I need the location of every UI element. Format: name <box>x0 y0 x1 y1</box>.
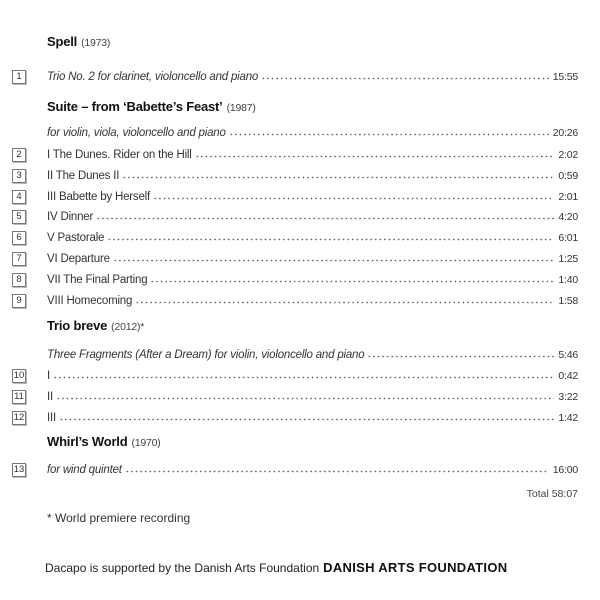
footnote: * World premiere recording <box>47 511 191 525</box>
leader-dots <box>150 280 555 283</box>
track-duration: 20:26 <box>552 127 578 139</box>
track-row: III 1:42 <box>47 408 578 424</box>
track-duration: 2:02 <box>558 149 578 161</box>
leader-dots <box>153 197 555 200</box>
work-title: Suite – from ‘Babette’s Feast’ (1987) <box>47 99 256 114</box>
leader-dots <box>56 397 555 400</box>
track-title: III <box>47 412 56 424</box>
track-duration: 6:01 <box>558 232 578 244</box>
leader-dots <box>194 155 555 158</box>
track-title: for wind quintet <box>47 464 122 476</box>
track-number: 6 <box>12 231 26 245</box>
leader-dots <box>135 301 555 304</box>
track-title: I <box>47 370 50 382</box>
track-title: VI Departure <box>47 253 110 265</box>
track-number: 7 <box>12 252 26 266</box>
track-duration: 1:40 <box>558 274 578 286</box>
track-duration: 15:55 <box>552 71 578 83</box>
track-duration: 4:20 <box>558 211 578 223</box>
track-row: for violin, viola, violoncello and piano… <box>47 123 578 139</box>
track-title: II The Dunes II <box>47 170 120 182</box>
work-title: Trio breve (2012)* <box>47 318 144 333</box>
track-row: IV Dinner 4:20 <box>47 207 578 223</box>
leader-dots <box>367 355 555 358</box>
footer-text: Dacapo is supported by the Danish Arts F… <box>45 561 320 575</box>
track-row: II 3:22 <box>47 387 578 403</box>
work-title-text: Suite – from ‘Babette’s Feast’ <box>47 99 223 114</box>
track-number: 5 <box>12 210 26 224</box>
track-row: I 0:42 <box>47 366 578 382</box>
track-number: 10 <box>12 369 26 383</box>
footer: Dacapo is supported by the Danish Arts F… <box>45 560 507 575</box>
track-number: 1 <box>12 70 26 84</box>
track-title: I The Dunes. Rider on the Hill <box>47 149 192 161</box>
total-duration: Total 58:07 <box>526 488 578 500</box>
leader-dots <box>228 133 549 136</box>
work-year: (1987) <box>226 102 256 114</box>
track-number: 4 <box>12 190 26 204</box>
track-title: Three Fragments (After a Dream) for viol… <box>47 349 365 361</box>
track-title: VII The Final Parting <box>47 274 148 286</box>
track-duration: 0:42 <box>558 370 578 382</box>
leader-dots <box>261 77 549 80</box>
leader-dots <box>59 418 555 421</box>
track-number: 13 <box>12 463 26 477</box>
track-row: Trio No. 2 for clarinet, violoncello and… <box>47 67 578 83</box>
track-number: 9 <box>12 294 26 308</box>
track-row: I The Dunes. Rider on the Hill 2:02 <box>47 145 578 161</box>
track-duration: 16:00 <box>552 464 578 476</box>
danish-arts-foundation-logo: DANISH ARTS FOUNDATION <box>323 560 508 575</box>
track-duration: 1:42 <box>558 412 578 424</box>
track-number: 12 <box>12 411 26 425</box>
work-title-text: Spell <box>47 34 78 49</box>
track-title: VIII Homecoming <box>47 295 133 307</box>
work-year: (2012)* <box>111 321 145 333</box>
track-row: II The Dunes II 0:59 <box>47 166 578 182</box>
track-duration: 1:58 <box>558 295 578 307</box>
leader-dots <box>112 259 555 262</box>
work-title-text: Whirl’s World <box>47 434 128 449</box>
track-duration: 0:59 <box>558 170 578 182</box>
track-title: V Pastorale <box>47 232 105 244</box>
track-duration: 3:22 <box>558 391 578 403</box>
track-row: III Babette by Herself 2:01 <box>47 187 578 203</box>
track-row: VI Departure 1:25 <box>47 249 578 265</box>
track-title: for violin, viola, violoncello and piano <box>47 127 226 139</box>
track-number: 11 <box>12 390 26 404</box>
track-row: V Pastorale 6:01 <box>47 228 578 244</box>
track-duration: 1:25 <box>558 253 578 265</box>
track-title: III Babette by Herself <box>47 191 150 203</box>
track-title: IV Dinner <box>47 211 94 223</box>
work-title: Spell (1973) <box>47 34 110 49</box>
track-row: VIII Homecoming 1:58 <box>47 291 578 307</box>
leader-dots <box>96 217 555 220</box>
track-title: II <box>47 391 53 403</box>
leader-dots <box>107 238 555 241</box>
leader-dots <box>122 176 555 179</box>
work-year: (1973) <box>81 37 111 49</box>
work-title-text: Trio breve <box>47 318 108 333</box>
track-row: VII The Final Parting 1:40 <box>47 270 578 286</box>
work-title: Whirl’s World (1970) <box>47 434 161 449</box>
track-number: 2 <box>12 148 26 162</box>
track-duration: 2:01 <box>558 191 578 203</box>
track-number: 3 <box>12 169 26 183</box>
track-row: Three Fragments (After a Dream) for viol… <box>47 345 578 361</box>
track-title: Trio No. 2 for clarinet, violoncello and… <box>47 71 259 83</box>
work-year: (1970) <box>131 437 161 449</box>
track-number: 8 <box>12 273 26 287</box>
leader-dots <box>124 470 549 473</box>
track-duration: 5:46 <box>558 349 578 361</box>
track-row: for wind quintet 16:00 <box>47 460 578 476</box>
leader-dots <box>53 376 555 379</box>
